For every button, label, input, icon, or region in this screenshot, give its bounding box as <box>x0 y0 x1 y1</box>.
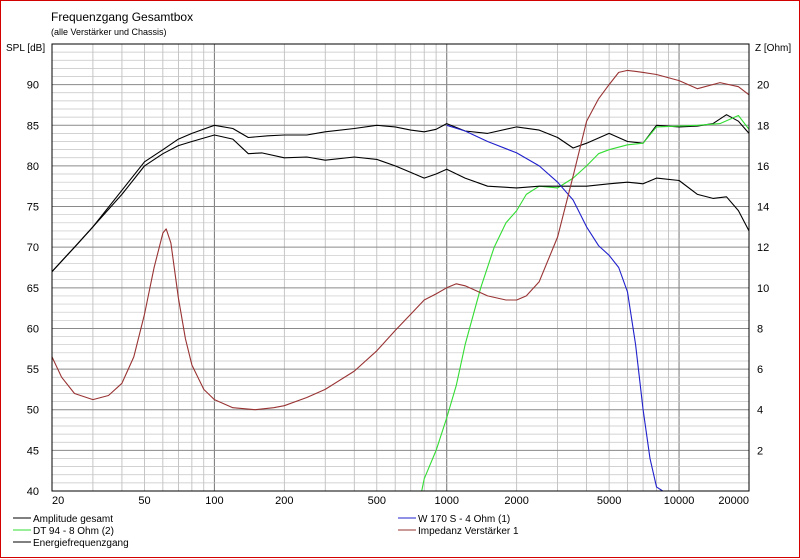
y-left-tick-label: 85 <box>27 120 39 132</box>
legend-label: W 170 S - 4 Ohm (1) <box>418 514 510 525</box>
y-right-tick-label: 12 <box>757 242 769 254</box>
y-left-tick-label: 45 <box>27 445 39 457</box>
series-line-1 <box>52 114 750 492</box>
y-right-tick-label: 8 <box>757 323 763 335</box>
y-right-tick-label: 4 <box>757 405 763 417</box>
series-group <box>51 69 750 492</box>
y-axis-right-label: Z [Ohm] <box>755 43 791 54</box>
y-right-tick-label: 16 <box>757 161 769 173</box>
x-tick-label: 50 <box>138 495 150 507</box>
legend-label: Impedanz Verstärker 1 <box>418 526 519 537</box>
y-right-tick-label: 2 <box>757 445 763 457</box>
x-tick-label: 1000 <box>434 495 458 507</box>
series-line-4 <box>51 69 750 411</box>
y-left-tick-label: 70 <box>27 242 39 254</box>
y-left-tick-label: 80 <box>27 161 39 173</box>
tick-labels: 20 50 100 200 500 1000 2000 5000 10000 2000040455… <box>27 80 770 507</box>
x-tick-label: 20000 <box>718 495 749 507</box>
y-right-tick-label: 18 <box>757 120 769 132</box>
y-axis-left-label: SPL [dB] <box>6 43 45 54</box>
legend-label: Energiefrequenzgang <box>33 538 129 549</box>
y-left-tick-label: 50 <box>27 405 39 417</box>
series-line-2 <box>51 134 750 272</box>
y-right-tick-label: 20 <box>757 80 769 92</box>
legend-label: Amplitude gesamt <box>33 514 113 525</box>
plot-area-frame <box>51 43 750 492</box>
y-right-tick-label: 14 <box>757 202 769 214</box>
legend-label: DT 94 - 8 Ohm (2) <box>33 526 114 537</box>
x-tick-label: 5000 <box>597 495 621 507</box>
y-left-tick-label: 60 <box>27 323 39 335</box>
series-line-0 <box>51 114 750 272</box>
chart-subtitle: (alle Verstärker und Chassis) <box>51 27 167 37</box>
y-left-tick-label: 55 <box>27 364 39 376</box>
y-left-tick-label: 65 <box>27 283 39 295</box>
x-tick-label: 10000 <box>664 495 695 507</box>
x-tick-label: 2000 <box>504 495 528 507</box>
series-line-3 <box>446 124 664 492</box>
y-right-tick-label: 10 <box>757 283 769 295</box>
x-tick-label: 20 <box>52 495 64 507</box>
x-tick-label: 100 <box>205 495 223 507</box>
y-right-tick-label: 6 <box>757 364 763 376</box>
x-tick-label: 500 <box>368 495 386 507</box>
y-left-tick-label: 90 <box>27 80 39 92</box>
x-tick-label: 200 <box>275 495 293 507</box>
y-left-tick-label: 40 <box>27 486 39 498</box>
chart-title: Frequenzgang Gesamtbox <box>51 10 193 24</box>
grid <box>52 44 749 491</box>
y-left-tick-label: 75 <box>27 202 39 214</box>
